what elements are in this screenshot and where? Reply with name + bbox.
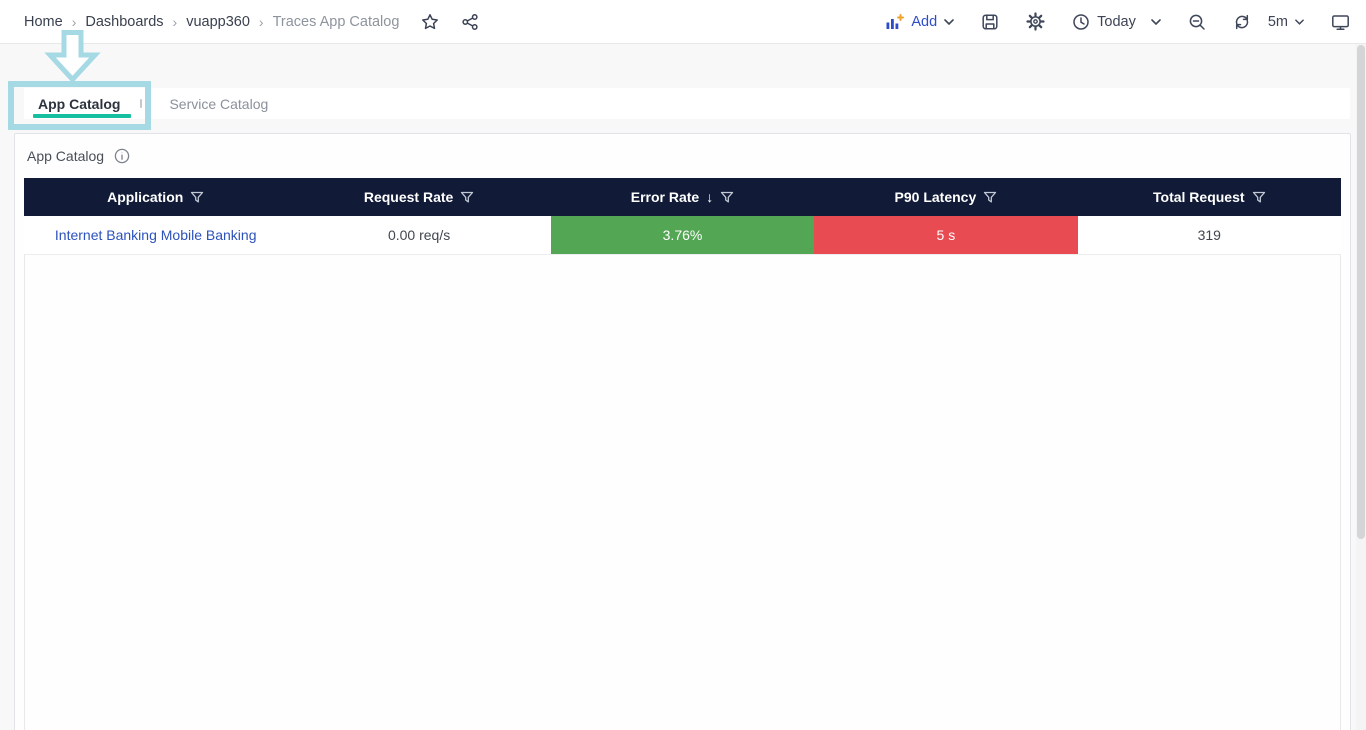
tab-app-catalog-label: App Catalog (38, 95, 121, 112)
cell-request-rate: 0.00 req/s (387, 227, 451, 243)
time-range-label: Today (1097, 13, 1136, 30)
column-header-p90-latency[interactable]: P90 Latency (814, 178, 1077, 216)
cell-total-request: 319 (1197, 227, 1221, 243)
add-button-label: Add (911, 13, 938, 30)
breadcrumb-current-page: Traces App Catalog (272, 13, 400, 30)
star-icon (422, 13, 439, 29)
table-row: Internet Banking Mobile Banking 0.00 req… (24, 216, 1341, 255)
zoom-out-time-button[interactable] (1188, 13, 1206, 31)
breadcrumb: Home › Dashboards › vuapp360 › Traces Ap… (24, 14, 399, 30)
column-label: Error Rate (630, 189, 700, 205)
column-label: P90 Latency (894, 189, 977, 205)
cell-application: Internet Banking Mobile Banking (24, 216, 287, 254)
breadcrumb-separator-icon: › (71, 13, 77, 30)
table-header-row: Application Request Rate Error Rate ↓ P9… (24, 178, 1341, 216)
cell-p90-latency: 5 s (814, 216, 1078, 254)
save-icon (982, 13, 998, 30)
chevron-down-icon[interactable] (1295, 18, 1304, 25)
share-icon (462, 13, 479, 30)
sort-descending-icon[interactable]: ↓ (706, 189, 714, 205)
favorite-star-button[interactable] (421, 13, 439, 31)
breadcrumb-separator-icon: › (258, 13, 264, 30)
filter-funnel-icon[interactable] (720, 191, 734, 204)
bar-chart-plus-icon (886, 13, 905, 29)
info-icon (114, 148, 130, 164)
clock-icon (1073, 13, 1089, 30)
breadcrumb-home[interactable]: Home (24, 13, 63, 30)
filter-funnel-icon[interactable] (190, 191, 204, 204)
application-link[interactable]: Internet Banking Mobile Banking (54, 227, 257, 243)
panel-header: App Catalog (15, 134, 1350, 178)
panel-info-button[interactable] (114, 148, 130, 164)
column-label: Application (107, 189, 184, 205)
chevron-down-icon (1151, 18, 1161, 25)
catalog-tab-bar: App Catalog Service Catalog (24, 88, 1350, 119)
scrollbar-track (1356, 44, 1366, 730)
cell-error-rate: 3.76% (550, 216, 815, 254)
top-navigation-bar: Home › Dashboards › vuapp360 › Traces Ap… (0, 0, 1366, 44)
add-panel-button[interactable]: Add (885, 13, 954, 31)
column-label: Request Rate (363, 189, 454, 205)
column-header-request-rate[interactable]: Request Rate (287, 178, 550, 216)
time-range-picker[interactable]: Today (1072, 13, 1161, 31)
scrollbar-thumb[interactable] (1357, 45, 1365, 539)
chevron-down-icon (944, 18, 954, 25)
monitor-icon (1332, 14, 1349, 30)
breadcrumb-vuapp360[interactable]: vuapp360 (186, 13, 250, 30)
zoom-out-icon (1189, 14, 1205, 30)
refresh-dashboard-button[interactable] (1233, 13, 1251, 31)
refresh-interval-label[interactable]: 5m (1267, 13, 1288, 30)
column-header-total-request[interactable]: Total Request (1078, 178, 1341, 216)
filter-funnel-icon[interactable] (983, 191, 997, 204)
refresh-icon (1235, 14, 1249, 29)
share-button[interactable] (461, 13, 479, 31)
dashboard-settings-button[interactable] (1026, 12, 1045, 31)
active-tab-underline (33, 114, 132, 118)
breadcrumb-separator-icon: › (172, 13, 178, 30)
column-header-application[interactable]: Application (24, 178, 287, 216)
gear-icon (1026, 12, 1045, 31)
refresh-controls: 5m (1233, 13, 1304, 31)
tab-app-catalog[interactable]: App Catalog (24, 88, 134, 119)
tab-divider (140, 99, 143, 108)
column-header-error-rate[interactable]: Error Rate ↓ (551, 178, 814, 216)
filter-funnel-icon[interactable] (460, 191, 474, 204)
column-label: Total Request (1153, 189, 1245, 205)
tab-service-catalog[interactable]: Service Catalog (169, 95, 269, 112)
breadcrumb-dashboards[interactable]: Dashboards (85, 13, 164, 30)
filter-funnel-icon[interactable] (1252, 191, 1266, 204)
save-dashboard-button[interactable] (981, 13, 999, 31)
kiosk-mode-button[interactable] (1331, 13, 1350, 31)
app-catalog-table: Application Request Rate Error Rate ↓ P9… (24, 178, 1341, 730)
app-catalog-panel: App Catalog Application Request Rate (14, 133, 1351, 730)
panel-title: App Catalog (27, 148, 105, 164)
